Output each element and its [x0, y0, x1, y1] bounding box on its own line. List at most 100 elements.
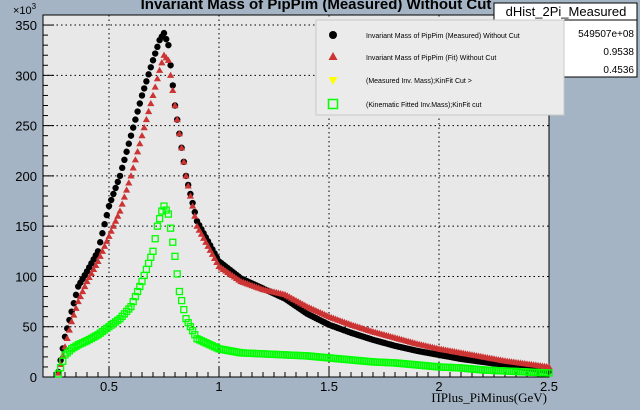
point-kinfit — [175, 287, 184, 296]
stats-box-name: dHist_2Pi_Measured — [506, 4, 627, 19]
point-fit — [114, 212, 122, 219]
y-tick-label: 150 — [15, 219, 37, 234]
point-fit — [158, 59, 166, 66]
point-measured — [152, 50, 159, 57]
point-fit — [72, 304, 80, 311]
point-kinfit — [153, 222, 162, 230]
point-fit — [70, 311, 78, 318]
point-measured — [108, 196, 115, 204]
point-measured — [110, 190, 117, 198]
point-measured — [121, 156, 128, 163]
point-measured — [138, 92, 146, 99]
y-tick-label: 250 — [15, 119, 37, 134]
legend-box — [315, 19, 565, 116]
point-fit — [206, 246, 214, 253]
point-fit — [123, 186, 131, 193]
point-kinfit — [177, 296, 186, 305]
point-measured — [149, 57, 157, 64]
point-kinfit — [162, 206, 170, 214]
point-fit — [191, 212, 199, 219]
point-fit — [68, 318, 76, 325]
point-fit — [545, 363, 553, 370]
x-tick-label: 2 — [435, 379, 442, 394]
point-fit — [151, 83, 159, 90]
chart-title: Invariant Mass of PipPim (Measured) With… — [141, 0, 492, 13]
x-tick-label: 1 — [215, 379, 222, 394]
point-fit — [81, 282, 89, 290]
point-measured — [154, 43, 161, 51]
point-fit — [213, 258, 221, 265]
point-kinfit — [169, 238, 177, 246]
point-fit — [175, 130, 183, 137]
point-kinfit — [160, 202, 168, 210]
point-measured — [116, 172, 124, 180]
legend: Invariant Mass of PipPim (Measured) With… — [315, 19, 565, 116]
stats-row-entries: 549507e+08 — [578, 29, 634, 40]
point-kinfit — [184, 319, 192, 327]
point-fit — [180, 158, 188, 165]
point-fit — [189, 202, 197, 209]
point-fit — [65, 326, 73, 333]
y-tick-label: 200 — [15, 169, 37, 184]
point-kinfit — [166, 224, 175, 232]
x-tick-label: 0.5 — [100, 379, 118, 394]
point-fit — [103, 237, 111, 244]
point-measured — [97, 239, 104, 246]
point-fit — [92, 261, 100, 268]
legend-marker-measured — [329, 31, 337, 39]
y-tick-label: 50 — [23, 320, 37, 335]
point-kinfit — [182, 315, 190, 323]
point-fit — [87, 269, 95, 277]
point-fit — [90, 265, 98, 273]
point-fit — [164, 56, 172, 63]
point-fit — [178, 144, 186, 151]
point-fit — [145, 107, 153, 115]
y-tick-label: 100 — [15, 269, 37, 284]
point-kinfit — [114, 316, 122, 324]
point-fit — [120, 193, 128, 200]
point-fit — [116, 207, 124, 214]
point-fit — [204, 242, 212, 249]
point-fit — [195, 226, 203, 233]
point-kinfit — [61, 351, 69, 359]
point-fit — [76, 292, 84, 300]
data-marks — [54, 29, 553, 378]
point-measured — [145, 71, 152, 78]
point-fit — [184, 182, 192, 189]
point-fit — [197, 230, 205, 237]
point-fit — [83, 277, 91, 285]
point-kinfit — [545, 369, 553, 377]
point-fit — [54, 369, 62, 376]
legend-marker-kinfit — [327, 98, 339, 110]
point-fit — [74, 297, 82, 305]
point-measured — [165, 41, 172, 49]
point-fit — [79, 287, 87, 295]
y-tick-label: 0 — [30, 370, 37, 385]
point-fit — [107, 227, 115, 234]
point-measured — [132, 116, 139, 123]
point-fit — [59, 351, 67, 359]
point-fit — [156, 66, 164, 73]
point-fit — [167, 71, 175, 78]
point-fit — [109, 222, 117, 229]
point-kinfit — [186, 323, 195, 331]
point-fit — [63, 334, 71, 342]
point-measured — [136, 100, 143, 107]
point-fit — [202, 238, 210, 245]
point-fit — [94, 257, 102, 264]
x-tick-label: 2.5 — [540, 379, 558, 394]
point-fit — [200, 234, 208, 241]
point-fit — [118, 200, 126, 207]
point-fit — [129, 164, 137, 171]
point-kinfit — [129, 297, 137, 306]
point-kinfit — [155, 214, 164, 223]
legend-label-measured: Invariant Mass of PipPim (Measured) With… — [366, 33, 520, 40]
legend-marker-measured-cut — [328, 77, 338, 85]
point-fit — [140, 124, 148, 131]
point-measured — [101, 220, 108, 228]
point-kinfit — [136, 282, 144, 291]
point-kinfit — [188, 327, 197, 335]
point-kinfit — [63, 349, 71, 357]
point-kinfit — [133, 287, 142, 296]
point-fit — [171, 101, 179, 109]
